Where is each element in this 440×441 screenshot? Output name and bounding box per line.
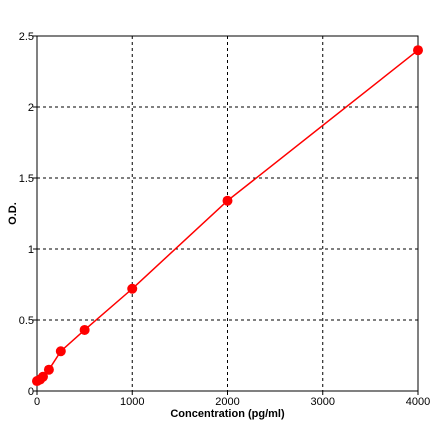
data-points	[32, 45, 423, 387]
y-axis: 0 0.5 1 1.5 2 2.5	[19, 31, 37, 398]
x-axis: 0 1000 2000 3000 4000	[34, 391, 430, 408]
grid-lines	[37, 36, 418, 391]
x-tick-label: 3000	[311, 396, 335, 408]
x-tick-label: 0	[34, 396, 40, 408]
data-point	[55, 346, 66, 357]
data-point	[222, 195, 233, 206]
y-tick-label: 2	[28, 102, 34, 114]
x-tick-label: 2000	[215, 396, 239, 408]
data-point	[79, 324, 90, 335]
x-axis-title: Concentration (pg/ml)	[170, 408, 285, 420]
data-point	[413, 45, 423, 56]
y-tick-label: 0.5	[19, 315, 34, 327]
y-tick-label: 1	[28, 244, 34, 256]
data-point	[37, 371, 48, 382]
x-tick-label: 1000	[120, 396, 144, 408]
y-tick-label: 2.5	[19, 31, 34, 43]
data-point	[127, 283, 138, 294]
y-tick-label: 1.5	[19, 173, 34, 185]
y-axis-title: O.D.	[7, 202, 19, 225]
y-tick-label: 0	[28, 386, 34, 398]
data-point	[43, 364, 54, 375]
x-tick-label: 4000	[406, 396, 430, 408]
